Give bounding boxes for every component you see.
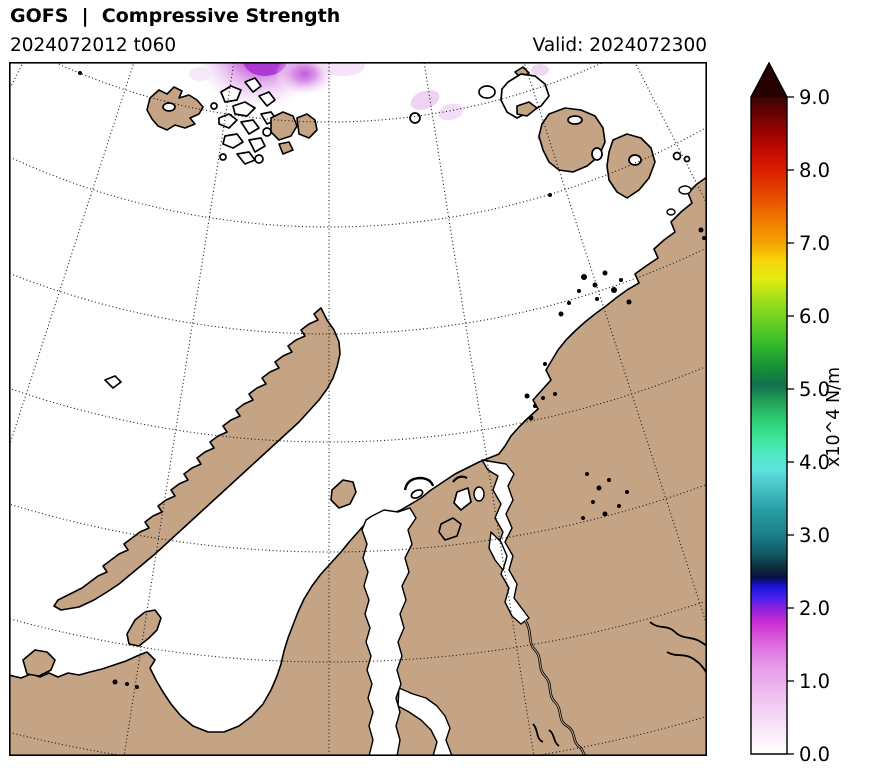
estuaries (361, 185, 692, 756)
gydan-bay (488, 531, 508, 571)
colorbar-tick-label: 3.0 (799, 524, 830, 547)
colorbar-tick-label: 6.0 (799, 305, 830, 328)
colorbar-outline (750, 61, 788, 755)
figure-title: GOFS | Compressive Strength (10, 5, 341, 27)
colorbar: 0.0 1.0 2.0 3.0 4.0 5.0 6.0 7.0 8.0 9.0 x10^4 N/m (750, 61, 844, 766)
coastal-islets (112, 227, 706, 689)
taz-estuary (397, 687, 453, 756)
colorbar-unit-label: x10^4 N/m (824, 367, 844, 467)
colorbar-tick-label: 8.0 (799, 159, 830, 182)
matochkin-strait (204, 340, 238, 356)
pyasina-rivers (532, 621, 707, 747)
map-frame (9, 62, 707, 756)
colorbar-gradient (751, 97, 787, 754)
model-run-label: 2024072012 t060 (10, 35, 177, 56)
valid-time-label: Valid: 2024072300 (532, 35, 707, 56)
gulf-of-ob (361, 507, 417, 756)
colorbar-ticks: 0.0 1.0 2.0 3.0 4.0 5.0 6.0 7.0 8.0 9.0 (787, 86, 830, 766)
colorbar-tick-label: 1.0 (799, 670, 830, 693)
novaya-zemlya (53, 307, 341, 611)
franz-josef-land (78, 71, 318, 165)
colorbar-tick-label: 2.0 (799, 597, 830, 620)
colorbar-extend-arrow (751, 63, 787, 97)
severnaya-zemlya (500, 66, 691, 199)
colorbar-tick-label: 4.0 (799, 451, 830, 474)
colorbar-tick-label: 0.0 (799, 743, 830, 766)
map-plot-area (9, 62, 707, 756)
colorbar-tick-label: 9.0 (799, 86, 830, 109)
kolguyev-island (22, 649, 56, 677)
vaygach-island (126, 609, 162, 647)
yenisei-river (523, 619, 587, 756)
kara-sea-islands (330, 475, 472, 541)
small-arctic-islands (104, 85, 557, 396)
colorbar-tick-label: 7.0 (799, 232, 830, 255)
colorbar-tick-label: 5.0 (799, 378, 830, 401)
